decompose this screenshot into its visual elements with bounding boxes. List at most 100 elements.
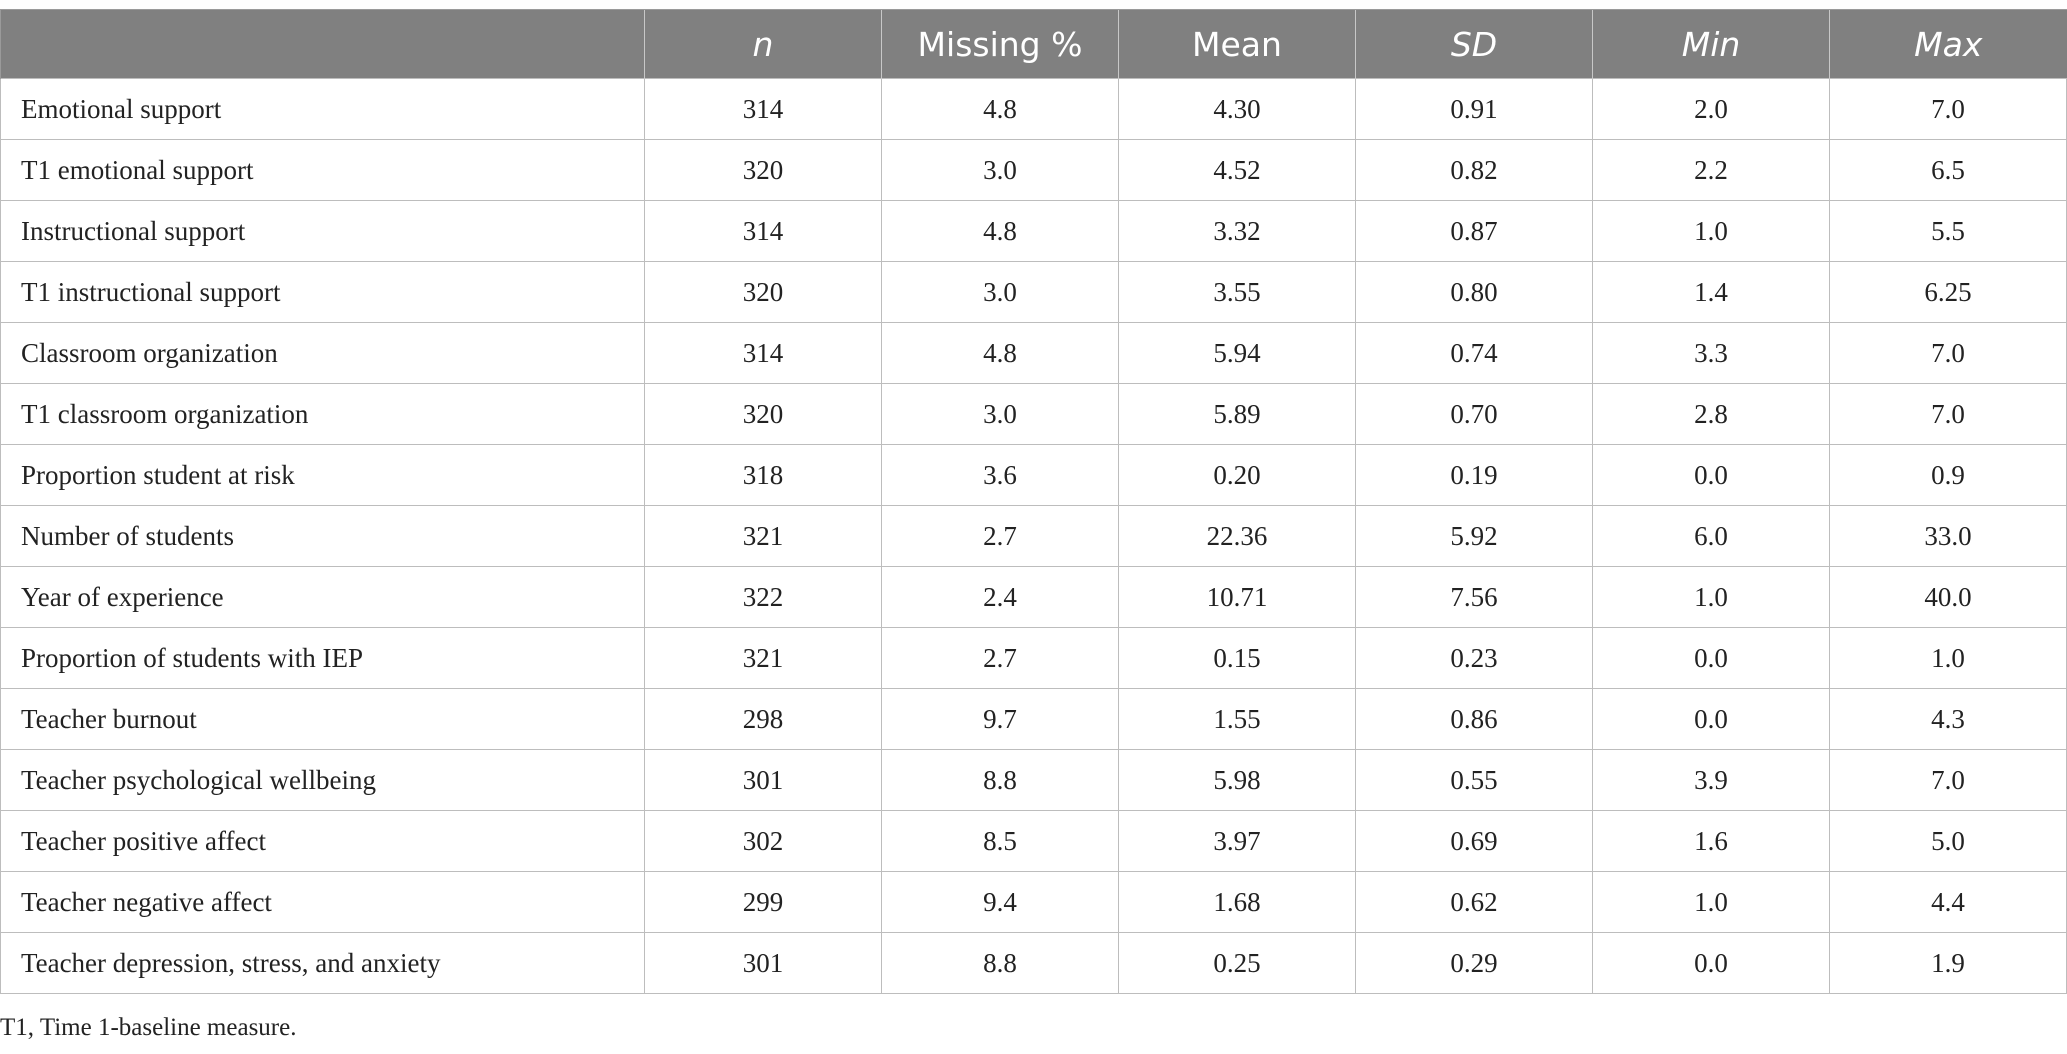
cell-n: 298 xyxy=(644,688,882,750)
cell-sd: 0.29 xyxy=(1355,932,1593,994)
row-label: Teacher positive affect xyxy=(0,810,645,872)
cell-min: 2.0 xyxy=(1592,78,1830,140)
cell-missing-percent: 8.8 xyxy=(881,749,1119,811)
cell-min: 1.4 xyxy=(1592,261,1830,323)
table-row: Classroom organization 314 4.8 5.94 0.74 3.3 7… xyxy=(0,322,2067,384)
column-header-sd: SD xyxy=(1355,9,1593,79)
table-row: Teacher negative affect 299 9.4 1.68 0.62 1.0… xyxy=(0,871,2067,933)
cell-n: 299 xyxy=(644,871,882,933)
cell-n: 320 xyxy=(644,383,882,445)
cell-sd: 0.62 xyxy=(1355,871,1593,933)
cell-missing-percent: 3.0 xyxy=(881,383,1119,445)
row-label: Emotional support xyxy=(0,78,645,140)
table-row: Year of experience 322 2.4 10.71 7.56 1.0 40.0 xyxy=(0,566,2067,628)
cell-sd: 0.74 xyxy=(1355,322,1593,384)
cell-mean: 4.52 xyxy=(1118,139,1356,201)
table-row: Teacher psychological wellbeing 301 8.8 5.9… xyxy=(0,749,2067,811)
cell-sd: 0.80 xyxy=(1355,261,1593,323)
column-header-min: Min xyxy=(1592,9,1830,79)
cell-max: 6.5 xyxy=(1829,139,2067,201)
cell-n: 321 xyxy=(644,627,882,689)
cell-n: 318 xyxy=(644,444,882,506)
cell-min: 1.0 xyxy=(1592,871,1830,933)
table-row: Teacher positive affect 302 8.5 3.97 0.69 1.6… xyxy=(0,810,2067,872)
cell-max: 7.0 xyxy=(1829,383,2067,445)
row-label: Teacher burnout xyxy=(0,688,645,750)
cell-max: 7.0 xyxy=(1829,749,2067,811)
cell-missing-percent: 8.5 xyxy=(881,810,1119,872)
cell-n: 314 xyxy=(644,322,882,384)
cell-max: 40.0 xyxy=(1829,566,2067,628)
cell-sd: 0.87 xyxy=(1355,200,1593,262)
cell-sd: 5.92 xyxy=(1355,505,1593,567)
row-label: Instructional support xyxy=(0,200,645,262)
table-row: Emotional support 314 4.8 4.30 0.91 2.0 7.0 xyxy=(0,78,2067,140)
row-label: Number of students xyxy=(0,505,645,567)
cell-n: 302 xyxy=(644,810,882,872)
row-label: Classroom organization xyxy=(0,322,645,384)
cell-min: 0.0 xyxy=(1592,932,1830,994)
cell-mean: 5.89 xyxy=(1118,383,1356,445)
cell-mean: 3.97 xyxy=(1118,810,1356,872)
cell-sd: 0.82 xyxy=(1355,139,1593,201)
cell-sd: 7.56 xyxy=(1355,566,1593,628)
cell-mean: 10.71 xyxy=(1118,566,1356,628)
cell-missing-percent: 4.8 xyxy=(881,322,1119,384)
cell-max: 5.0 xyxy=(1829,810,2067,872)
table-row: Instructional support 314 4.8 3.32 0.87 1.0 5.… xyxy=(0,200,2067,262)
row-label: Year of experience xyxy=(0,566,645,628)
cell-n: 314 xyxy=(644,78,882,140)
cell-sd: 0.70 xyxy=(1355,383,1593,445)
table-row: T1 classroom organization 320 3.0 5.89 0.70 2… xyxy=(0,383,2067,445)
row-label: Teacher psychological wellbeing xyxy=(0,749,645,811)
column-header-max: Max xyxy=(1829,9,2067,79)
cell-min: 0.0 xyxy=(1592,627,1830,689)
table-row: Teacher burnout 298 9.7 1.55 0.86 0.0 4.3 xyxy=(0,688,2067,750)
cell-max: 6.25 xyxy=(1829,261,2067,323)
descriptive-statistics-table: n Missing % Mean SD Min Max Emotional support… xyxy=(0,9,2067,994)
cell-min: 1.6 xyxy=(1592,810,1830,872)
cell-mean: 0.25 xyxy=(1118,932,1356,994)
cell-missing-percent: 3.6 xyxy=(881,444,1119,506)
cell-n: 320 xyxy=(644,261,882,323)
cell-sd: 0.23 xyxy=(1355,627,1593,689)
cell-max: 4.4 xyxy=(1829,871,2067,933)
table-row: Proportion student at risk 318 3.6 0.20 0.19… xyxy=(0,444,2067,506)
cell-missing-percent: 4.8 xyxy=(881,200,1119,262)
row-label: Proportion student at risk xyxy=(0,444,645,506)
cell-min: 1.0 xyxy=(1592,566,1830,628)
table-header: n Missing % Mean SD Min Max xyxy=(0,9,2067,79)
cell-mean: 1.68 xyxy=(1118,871,1356,933)
cell-missing-percent: 8.8 xyxy=(881,932,1119,994)
cell-missing-percent: 3.0 xyxy=(881,139,1119,201)
cell-mean: 3.55 xyxy=(1118,261,1356,323)
cell-min: 3.3 xyxy=(1592,322,1830,384)
table-row: T1 instructional support 320 3.0 3.55 0.80 1.… xyxy=(0,261,2067,323)
cell-mean: 1.55 xyxy=(1118,688,1356,750)
row-label: T1 instructional support xyxy=(0,261,645,323)
cell-missing-percent: 9.4 xyxy=(881,871,1119,933)
row-label: Teacher depression, stress, and anxiety xyxy=(0,932,645,994)
cell-sd: 0.19 xyxy=(1355,444,1593,506)
cell-sd: 0.55 xyxy=(1355,749,1593,811)
cell-mean: 3.32 xyxy=(1118,200,1356,262)
cell-n: 301 xyxy=(644,932,882,994)
column-header-missing-percent: Missing % xyxy=(881,9,1119,79)
table-row: Teacher depression, stress, and anxiety 3… xyxy=(0,932,2067,994)
cell-min: 0.0 xyxy=(1592,444,1830,506)
cell-sd: 0.86 xyxy=(1355,688,1593,750)
cell-mean: 5.94 xyxy=(1118,322,1356,384)
cell-sd: 0.91 xyxy=(1355,78,1593,140)
cell-min: 6.0 xyxy=(1592,505,1830,567)
cell-min: 1.0 xyxy=(1592,200,1830,262)
cell-n: 301 xyxy=(644,749,882,811)
cell-n: 321 xyxy=(644,505,882,567)
cell-n: 322 xyxy=(644,566,882,628)
cell-min: 2.2 xyxy=(1592,139,1830,201)
table-row: Number of students 321 2.7 22.36 5.92 6.0 33.0 xyxy=(0,505,2067,567)
cell-max: 33.0 xyxy=(1829,505,2067,567)
table-row: T1 emotional support 320 3.0 4.52 0.82 2.2 6.5 xyxy=(0,139,2067,201)
cell-max: 7.0 xyxy=(1829,322,2067,384)
cell-max: 4.3 xyxy=(1829,688,2067,750)
table-row: Proportion of students with IEP 321 2.7 0.1… xyxy=(0,627,2067,689)
